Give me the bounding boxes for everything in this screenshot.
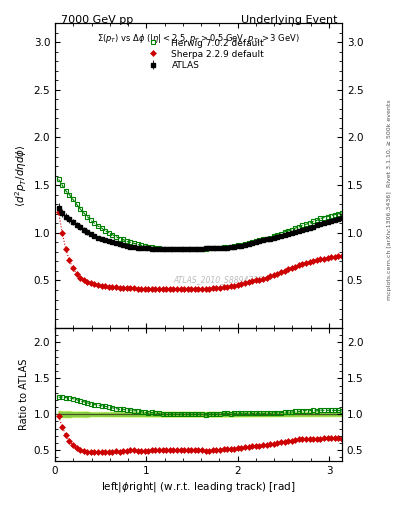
Herwig 7.0.2 default bbox=[232, 243, 237, 249]
Line: Herwig 7.0.2 default: Herwig 7.0.2 default bbox=[56, 177, 344, 251]
Text: $\Sigma(p_{T})$ vs $\Delta\phi$ ($|\eta| < 2.5$, $p_{T} > 0.5$ GeV, $p_{T_1} > 3: $\Sigma(p_{T})$ vs $\Delta\phi$ ($|\eta|… bbox=[97, 32, 300, 46]
Y-axis label: Ratio to ATLAS: Ratio to ATLAS bbox=[19, 359, 29, 430]
Herwig 7.0.2 default bbox=[243, 241, 248, 247]
Herwig 7.0.2 default bbox=[228, 244, 233, 250]
Sherpa 2.2.9 default bbox=[311, 259, 316, 265]
Legend: Herwig 7.0.2 default, Sherpa 2.2.9 default, ATLAS: Herwig 7.0.2 default, Sherpa 2.2.9 defau… bbox=[140, 37, 266, 72]
Sherpa 2.2.9 default bbox=[228, 283, 233, 289]
Text: 7000 GeV pp: 7000 GeV pp bbox=[61, 15, 133, 26]
Text: mcplots.cern.ch [arXiv:1306.3436]: mcplots.cern.ch [arXiv:1306.3436] bbox=[387, 191, 392, 300]
Sherpa 2.2.9 default bbox=[56, 209, 61, 215]
Sherpa 2.2.9 default bbox=[185, 286, 190, 292]
Herwig 7.0.2 default bbox=[311, 218, 316, 224]
Sherpa 2.2.9 default bbox=[243, 280, 248, 286]
Text: Underlying Event: Underlying Event bbox=[241, 15, 338, 26]
Text: Rivet 3.1.10, ≥ 500k events: Rivet 3.1.10, ≥ 500k events bbox=[387, 99, 392, 187]
Herwig 7.0.2 default bbox=[160, 246, 165, 252]
Line: Sherpa 2.2.9 default: Sherpa 2.2.9 default bbox=[57, 210, 344, 291]
Sherpa 2.2.9 default bbox=[135, 286, 140, 292]
Text: ATLAS_2010_S8894728: ATLAS_2010_S8894728 bbox=[174, 275, 264, 284]
Sherpa 2.2.9 default bbox=[232, 283, 237, 289]
Herwig 7.0.2 default bbox=[340, 210, 344, 216]
Herwig 7.0.2 default bbox=[253, 238, 258, 244]
Sherpa 2.2.9 default bbox=[340, 252, 344, 259]
Herwig 7.0.2 default bbox=[56, 176, 61, 182]
Sherpa 2.2.9 default bbox=[253, 278, 258, 284]
X-axis label: left|$\phi$right| (w.r.t. leading track) [rad]: left|$\phi$right| (w.r.t. leading track)… bbox=[101, 480, 296, 494]
Herwig 7.0.2 default bbox=[185, 246, 190, 252]
Y-axis label: $\langle d^2 p_T/d\eta d\phi \rangle$: $\langle d^2 p_T/d\eta d\phi \rangle$ bbox=[14, 144, 29, 207]
